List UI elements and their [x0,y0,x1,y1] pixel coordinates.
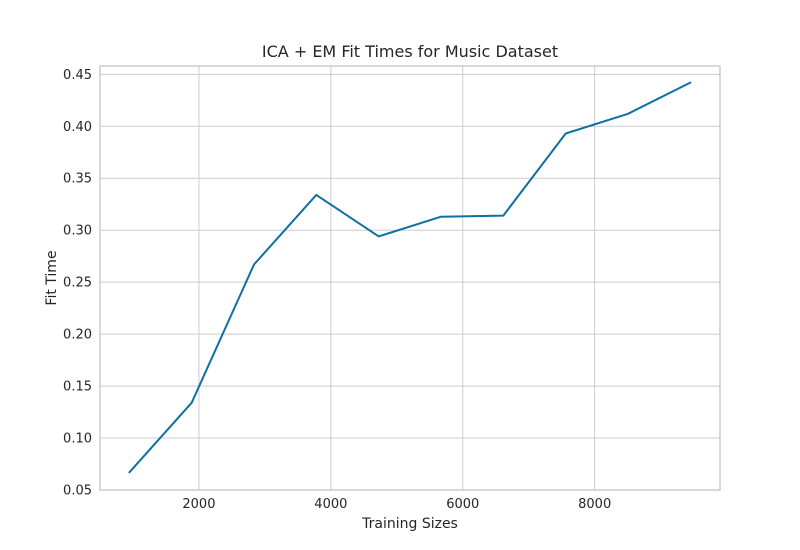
x-tick-labels: 2000 4000 6000 8000 [182,497,611,512]
plot-frame [99,65,721,491]
y-tick-label: 0.15 [63,380,92,395]
x-tick-label: 6000 [446,497,479,512]
x-tick-label: 4000 [314,497,347,512]
x-tick-label: 8000 [578,497,611,512]
y-tick-label: 0.20 [63,328,92,343]
series-layer [128,81,692,474]
y-tick-label: 0.40 [63,120,92,135]
y-tick-label: 0.25 [63,276,92,291]
x-axis-label: Training Sizes [361,516,458,532]
grid-layer [100,66,720,491]
y-tick-label: 0.30 [63,224,92,239]
y-tick-label: 0.05 [63,484,92,499]
y-tick-label: 0.35 [63,172,92,187]
chart-title: ICA + EM Fit Times for Music Dataset [262,42,558,61]
y-axis-label: Fit Time [44,250,60,305]
x-tick-label: 2000 [182,497,215,512]
y-tick-label: 0.10 [63,432,92,447]
y-tick-labels: 0.05 0.10 0.15 0.20 0.25 0.30 0.35 0.40 0.45 [63,68,92,499]
series-line [128,81,692,474]
y-tick-label: 0.45 [63,68,92,83]
